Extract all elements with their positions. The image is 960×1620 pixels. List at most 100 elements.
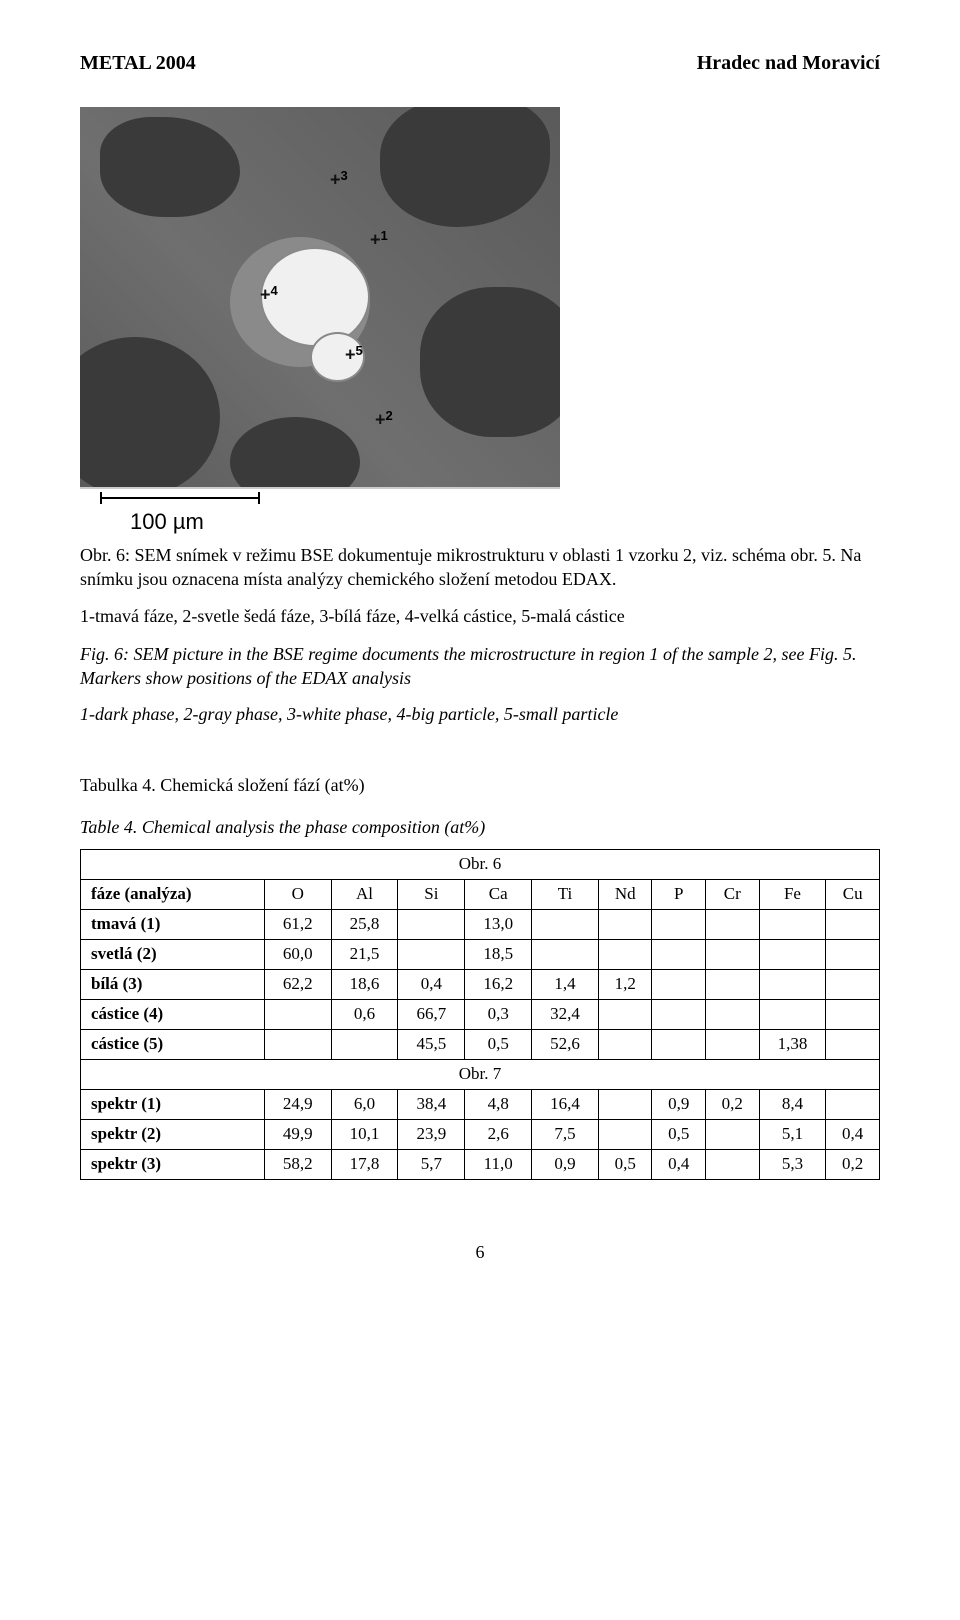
analysis-marker: +5: [345, 342, 363, 367]
table-title-cz: Tabulka 4. Chemická složení fází (at%): [80, 773, 880, 797]
table-cell: Al: [331, 880, 398, 910]
table-cell: 0,6: [331, 1000, 398, 1030]
table-cell: [759, 970, 826, 1000]
table-cell: 49,9: [264, 1119, 331, 1149]
table-cell: fáze (analýza): [81, 880, 265, 910]
caption-en-title: Fig. 6:: [80, 644, 129, 664]
table-cell: Ca: [465, 880, 532, 910]
caption-cz-body2: 1-tmavá fáze, 2-svetle šedá fáze, 3-bílá…: [80, 604, 880, 628]
table-title-en: Table 4. Chemical analysis the phase com…: [80, 815, 880, 839]
table-cell: 0,4: [652, 1149, 706, 1179]
table-cell: 5,1: [759, 1119, 826, 1149]
table-cell: 0,2: [826, 1149, 880, 1179]
analysis-marker: +3: [330, 167, 348, 192]
table-cell: [398, 910, 465, 940]
table-cell: [706, 1149, 760, 1179]
table-row: spektr (1)24,96,038,44,816,40,90,28,4: [81, 1089, 880, 1119]
scalebar-row: 100 µm: [80, 487, 560, 537]
table-cell: P: [652, 880, 706, 910]
table-cell: [598, 1030, 652, 1060]
table-cell: [264, 1030, 331, 1060]
table-cell: Si: [398, 880, 465, 910]
table-cell: 6,0: [331, 1089, 398, 1119]
table-cell: bílá (3): [81, 970, 265, 1000]
table-cell: 1,4: [532, 970, 599, 1000]
table-row: svetlá (2)60,021,518,5: [81, 940, 880, 970]
table-cell: [652, 1000, 706, 1030]
table-cell: [826, 1000, 880, 1030]
table-cell: [706, 970, 760, 1000]
table-cell: O: [264, 880, 331, 910]
caption-en-body1: SEM picture in the BSE regime documents …: [80, 644, 857, 688]
table-cell: [706, 910, 760, 940]
table-cell: 11,0: [465, 1149, 532, 1179]
table-cell: 7,5: [532, 1119, 599, 1149]
table-cell: 66,7: [398, 1000, 465, 1030]
table-cell: 0,2: [706, 1089, 760, 1119]
page-header: METAL 2004 Hradec nad Moravicí: [80, 50, 880, 77]
table-cell: [706, 1030, 760, 1060]
phase-region: [230, 417, 360, 487]
table-cell: [598, 1119, 652, 1149]
analysis-marker: +4: [260, 282, 278, 307]
table-cell: [331, 1030, 398, 1060]
column-header-row: fáze (analýza)OAlSiCaTiNdPCrFeCu: [81, 880, 880, 910]
table-row: bílá (3)62,218,60,416,21,41,2: [81, 970, 880, 1000]
phase-region: [80, 337, 220, 487]
caption-cz-body1: SEM snímek v režimu BSE dokumentuje mikr…: [80, 545, 861, 589]
table-cell: 0,3: [465, 1000, 532, 1030]
table-cell: [398, 940, 465, 970]
table-cell: 18,6: [331, 970, 398, 1000]
table-cell: 0,5: [465, 1030, 532, 1060]
table-cell: 32,4: [532, 1000, 599, 1030]
table-cell: 38,4: [398, 1089, 465, 1119]
phase-region: [380, 107, 550, 227]
table-cell: [826, 1030, 880, 1060]
table-cell: [652, 940, 706, 970]
table-cell: tmavá (1): [81, 910, 265, 940]
table-cell: 24,9: [264, 1089, 331, 1119]
table-cell: 4,8: [465, 1089, 532, 1119]
table-cell: Cr: [706, 880, 760, 910]
table-cell: 58,2: [264, 1149, 331, 1179]
table-cell: [759, 910, 826, 940]
table-cell: [826, 1089, 880, 1119]
table-cell: 1,2: [598, 970, 652, 1000]
table-cell: svetlá (2): [81, 940, 265, 970]
table-cell: [759, 1000, 826, 1030]
table-cell: [826, 940, 880, 970]
table-cell: [652, 1030, 706, 1060]
table-row: spektr (3)58,217,85,711,00,90,50,45,30,2: [81, 1149, 880, 1179]
table-cell: [264, 1000, 331, 1030]
table-cell: [652, 910, 706, 940]
header-right: Hradec nad Moravicí: [697, 50, 880, 77]
table-cell: 0,4: [826, 1119, 880, 1149]
table-cell: [598, 910, 652, 940]
table-cell: 62,2: [264, 970, 331, 1000]
page-number: 6: [80, 1240, 880, 1264]
sem-image: +3+1+4+5+2: [80, 107, 560, 487]
phase-region: [100, 117, 240, 217]
section-header-row: Obr. 6: [81, 850, 880, 880]
table-cell: 0,5: [652, 1119, 706, 1149]
table-cell: 10,1: [331, 1119, 398, 1149]
table-cell: [706, 1000, 760, 1030]
table-cell: [706, 1119, 760, 1149]
analysis-marker: +1: [370, 227, 388, 252]
table-cell: 0,9: [532, 1149, 599, 1179]
table-cell: 0,4: [398, 970, 465, 1000]
table-cell: spektr (2): [81, 1119, 265, 1149]
table-cell: 23,9: [398, 1119, 465, 1149]
caption-en-body2: 1-dark phase, 2-gray phase, 3-white phas…: [80, 702, 880, 726]
table-cell: [598, 1089, 652, 1119]
table-row: cástice (4)0,666,70,332,4: [81, 1000, 880, 1030]
caption-english: Fig. 6: SEM picture in the BSE regime do…: [80, 642, 880, 727]
scalebar-line: [100, 497, 260, 499]
table-cell: [532, 940, 599, 970]
table-cell: spektr (3): [81, 1149, 265, 1179]
composition-table: Obr. 6fáze (analýza)OAlSiCaTiNdPCrFeCutm…: [80, 849, 880, 1179]
table-cell: 5,7: [398, 1149, 465, 1179]
section-header-row: Obr. 7: [81, 1059, 880, 1089]
phase-region: [420, 287, 560, 437]
table-cell: [826, 970, 880, 1000]
